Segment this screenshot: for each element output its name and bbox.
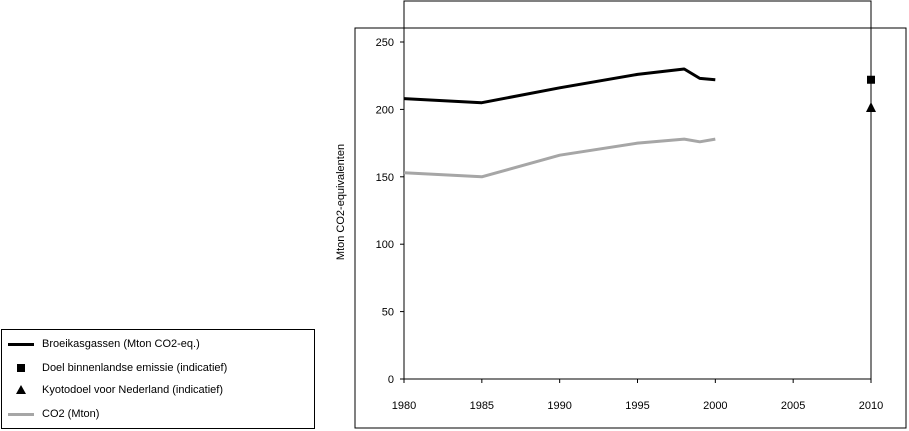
y-tick-label: 150 — [376, 172, 394, 184]
legend-item-domestic-target: Doel binnenlandse emissie (indicatief) — [2, 359, 227, 377]
y-tick-label: 100 — [376, 239, 394, 251]
legend-label-ghg: Broeikasgassen (Mton CO2-eq.) — [42, 338, 200, 350]
legend-item-co2: CO2 (Mton) — [2, 405, 99, 423]
y-tick-label: 200 — [376, 104, 394, 116]
x-tick-label: 1995 — [625, 400, 649, 412]
legend-triangle-marker-swatch — [8, 381, 34, 399]
x-tick-label: 2010 — [859, 400, 883, 412]
legend-item-kyoto-target: Kyotodoel voor Nederland (indicatief) — [2, 381, 223, 399]
series-line-3 — [403, 137, 716, 179]
chart-area-border — [354, 27, 907, 429]
triangle-marker — [866, 102, 876, 113]
legend-square-marker-swatch — [8, 359, 34, 377]
y-tick-label: 50 — [382, 307, 394, 319]
legend-label-co2: CO2 (Mton) — [42, 408, 100, 420]
x-tick-label: 1990 — [547, 400, 571, 412]
legend-line-black-swatch — [8, 335, 34, 353]
y-tick-label: 0 — [388, 374, 394, 386]
legend-line-gray-swatch — [8, 405, 34, 423]
y-axis-label: Mton CO2-equivalenten — [335, 144, 347, 260]
square-marker — [867, 75, 875, 84]
legend-label-domestic-target: Doel binnenlandse emissie (indicatief) — [42, 362, 228, 374]
legend-item-ghg: Broeikasgassen (Mton CO2-eq.) — [2, 335, 200, 353]
x-tick-label: 2000 — [703, 400, 727, 412]
series-line-0 — [403, 67, 716, 105]
x-tick-label: 1985 — [470, 400, 494, 412]
x-tick-label: 2005 — [781, 400, 805, 412]
legend-label-kyoto-target: Kyotodoel voor Nederland (indicatief) — [42, 384, 223, 396]
x-tick-label: 1980 — [392, 400, 416, 412]
legend: Broeikasgassen (Mton CO2-eq.) Doel binne… — [1, 329, 315, 429]
plot-area-border — [403, 0, 872, 380]
y-tick-label: 250 — [376, 37, 394, 49]
